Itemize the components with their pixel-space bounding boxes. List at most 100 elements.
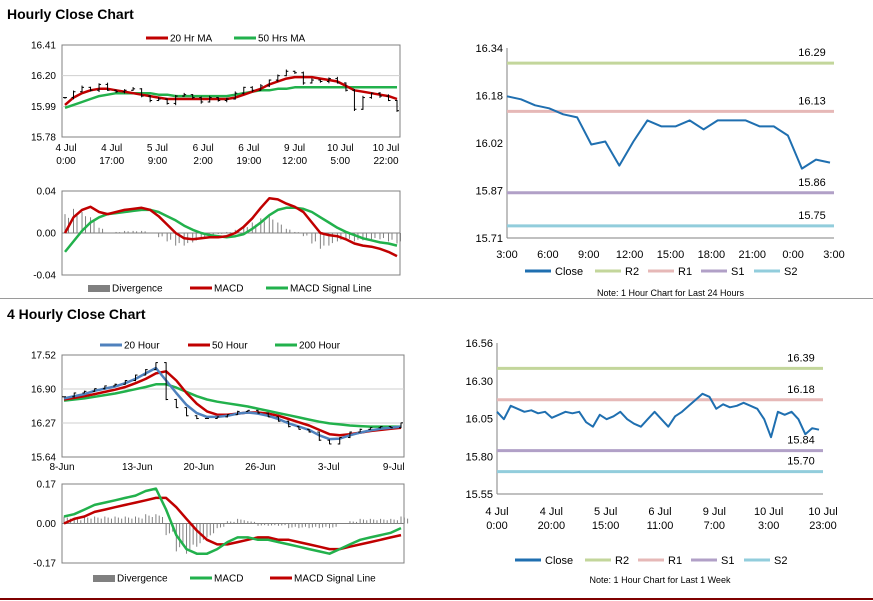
hourly-24h-y-tick: 15.71	[475, 233, 503, 245]
hourly-price-x-tick-time: 5:00	[331, 156, 351, 167]
four-hourly-week-y-tick: 16.56	[465, 338, 493, 350]
four-hourly-legend-signal-label: MACD Signal Line	[294, 574, 376, 585]
four-hourly-legend-divergence-label: Divergence	[117, 574, 168, 585]
four-hourly-week-x-tick-date: 6 Jul	[648, 506, 671, 518]
four-hourly-week-close-line	[496, 392, 820, 439]
hourly-macd-y-tick: -0.04	[33, 271, 56, 282]
hourly-24h-note: Note: 1 Hour Chart for Last 24 Hours	[597, 288, 745, 298]
four-hourly-week-legend-r2-label: R2	[615, 555, 629, 567]
hourly-24h-x-tick: 12:00	[616, 249, 644, 261]
hourly-price-y-tick: 15.99	[31, 102, 56, 113]
four-hourly-price-x-tick: 26-Jun	[245, 462, 276, 473]
four-hourly-price-x-tick: 13-Jun	[122, 462, 153, 473]
four-hourly-week-x-tick-time: 3:00	[758, 520, 779, 532]
hourly-24h-legend-r1-label: R1	[678, 266, 692, 278]
hourly-24h-legend-r2-label: R2	[625, 266, 639, 278]
hourly-price-x-tick-time: 9:00	[148, 156, 168, 167]
four-hourly-week-x-tick-date: 10 Jul	[808, 506, 837, 518]
hourly-price-y-tick: 15.78	[31, 133, 56, 144]
hourly-price-x-tick-date: 4 Jul	[55, 143, 76, 154]
four-hourly-week-y-tick: 15.55	[465, 489, 493, 501]
hourly-24h-x-tick: 3:00	[823, 249, 844, 261]
four-hourly-week-x-tick-time: 20:00	[538, 520, 566, 532]
hourly-24h-y-tick: 16.18	[475, 91, 503, 103]
four-hourly-legend-ma200-label: 200 Hour	[299, 341, 341, 352]
four-hourly-week-y-tick: 16.30	[465, 376, 493, 388]
hourly-24h-x-tick: 3:00	[496, 249, 517, 261]
four-hourly-week-x-tick-date: 4 Jul	[540, 506, 563, 518]
hourly-24h-x-tick: 15:00	[657, 249, 685, 261]
hourly-signal-line	[64, 206, 398, 253]
four-hourly-legend-ma20-label: 20 Hour	[124, 341, 160, 352]
hourly-price-x-tick-date: 6 Jul	[193, 143, 214, 154]
hourly-24h-s1-value: 15.86	[798, 177, 826, 189]
four-hourly-week-x-tick-time: 7:00	[704, 520, 725, 532]
four-hourly-price-y-tick: 17.52	[31, 351, 56, 362]
hourly-legend-ma50-label: 50 Hrs MA	[258, 34, 306, 45]
hourly-price-x-tick-date: 5 Jul	[147, 143, 168, 154]
hourly-legend-divergence-label: Divergence	[112, 284, 163, 295]
hourly-legend-ma20-label: 20 Hr MA	[170, 34, 213, 45]
four-hourly-macd-line	[63, 487, 402, 555]
hourly-24h-legend-s2-label: S2	[784, 266, 797, 278]
hourly-24h-x-tick: 6:00	[537, 249, 558, 261]
four-hourly-price-y-tick: 16.27	[31, 419, 56, 430]
four-hourly-week-x-tick-date: 9 Jul	[703, 506, 726, 518]
four-hourly-ma200-line	[63, 383, 401, 428]
four-hourly-macd-y-tick: -0.17	[33, 559, 56, 570]
hourly-24h-r2-value: 16.29	[798, 47, 826, 59]
hourly-24h-s2-value: 15.75	[798, 210, 826, 222]
four-hourly-price-x-tick: 8-Jun	[49, 462, 74, 473]
four-hourly-week-y-tick: 16.05	[465, 414, 493, 426]
four-hourly-week-note: Note: 1 Hour Chart for Last 1 Week	[590, 575, 731, 585]
hourly-legend-macd-label: MACD	[214, 284, 243, 295]
four-hourly-week-legend-r1-label: R1	[668, 555, 682, 567]
four-hourly-week-x-tick-date: 5 Jul	[594, 506, 617, 518]
hourly-24h-y-tick: 16.02	[475, 138, 503, 150]
hourly-price-x-tick-date: 10 Jul	[327, 143, 354, 154]
four-hourly-ma20-line	[63, 366, 402, 441]
four-hourly-legend-ma50-label: 50 Hour	[212, 341, 248, 352]
four-hourly-macd-y-tick: 0.17	[37, 480, 57, 491]
hourly-24h-x-tick: 9:00	[578, 249, 599, 261]
hourly-price-x-tick-time: 17:00	[99, 156, 124, 167]
hourly-24h-x-tick: 21:00	[738, 249, 766, 261]
hourly-price-y-tick: 16.20	[31, 71, 56, 82]
four-hourly-price-x-tick: 9-Jul	[383, 462, 405, 473]
four-hourly-week-x-tick-time: 11:00	[647, 520, 674, 532]
four-hourly-week-y-tick: 15.80	[465, 451, 493, 463]
four-hourly-week-legend-s1-label: S1	[721, 555, 734, 567]
hourly-ma50-line	[64, 86, 397, 109]
hourly-24h-legend-close-label: Close	[555, 266, 583, 278]
four-hourly-price-x-tick: 3-Jul	[318, 462, 340, 473]
hourly-ma20-line	[64, 75, 398, 106]
four-hourly-legend-divergence-swatch	[93, 575, 115, 582]
hourly-price-y-tick: 16.41	[31, 41, 56, 52]
four-hourly-week-x-tick-time: 15:00	[592, 520, 620, 532]
four-hourly-price-x-tick: 20-Jun	[184, 462, 215, 473]
hourly-macd-y-tick: 0.04	[37, 187, 57, 198]
four-hourly-week-x-tick-date: 10 Jul	[754, 506, 783, 518]
hourly-section-title: Hourly Close Chart	[7, 6, 134, 22]
hourly-macd-line	[63, 197, 398, 258]
hourly-price-x-tick-date: 4 Jul	[101, 143, 122, 154]
four-hourly-week-x-tick-date: 4 Jul	[485, 506, 508, 518]
four-hourly-price-y-tick: 15.64	[31, 453, 56, 464]
hourly-price-x-tick-time: 12:00	[282, 156, 307, 167]
hourly-24h-y-tick: 16.34	[475, 43, 503, 55]
hourly-price-x-tick-time: 19:00	[236, 156, 261, 167]
four-hourly-week-x-tick-time: 23:00	[809, 520, 837, 532]
hourly-price-x-tick-time: 0:00	[56, 156, 76, 167]
hourly-24h-close-line	[506, 95, 831, 170]
four-hourly-week-r1-value: 16.18	[787, 384, 815, 396]
hourly-price-x-tick-date: 10 Jul	[373, 143, 400, 154]
hourly-24h-x-tick: 18:00	[698, 249, 726, 261]
four-hourly-week-s1-value: 15.84	[787, 435, 815, 447]
hourly-legend-signal-label: MACD Signal Line	[290, 284, 372, 295]
four-hourly-legend-macd-label: MACD	[214, 574, 243, 585]
hourly-24h-legend-s1-label: S1	[731, 266, 744, 278]
hourly-24h-r1-value: 16.13	[798, 95, 826, 107]
four-hourly-week-r2-value: 16.39	[787, 352, 815, 364]
hourly-24h-y-tick: 15.87	[475, 186, 503, 198]
